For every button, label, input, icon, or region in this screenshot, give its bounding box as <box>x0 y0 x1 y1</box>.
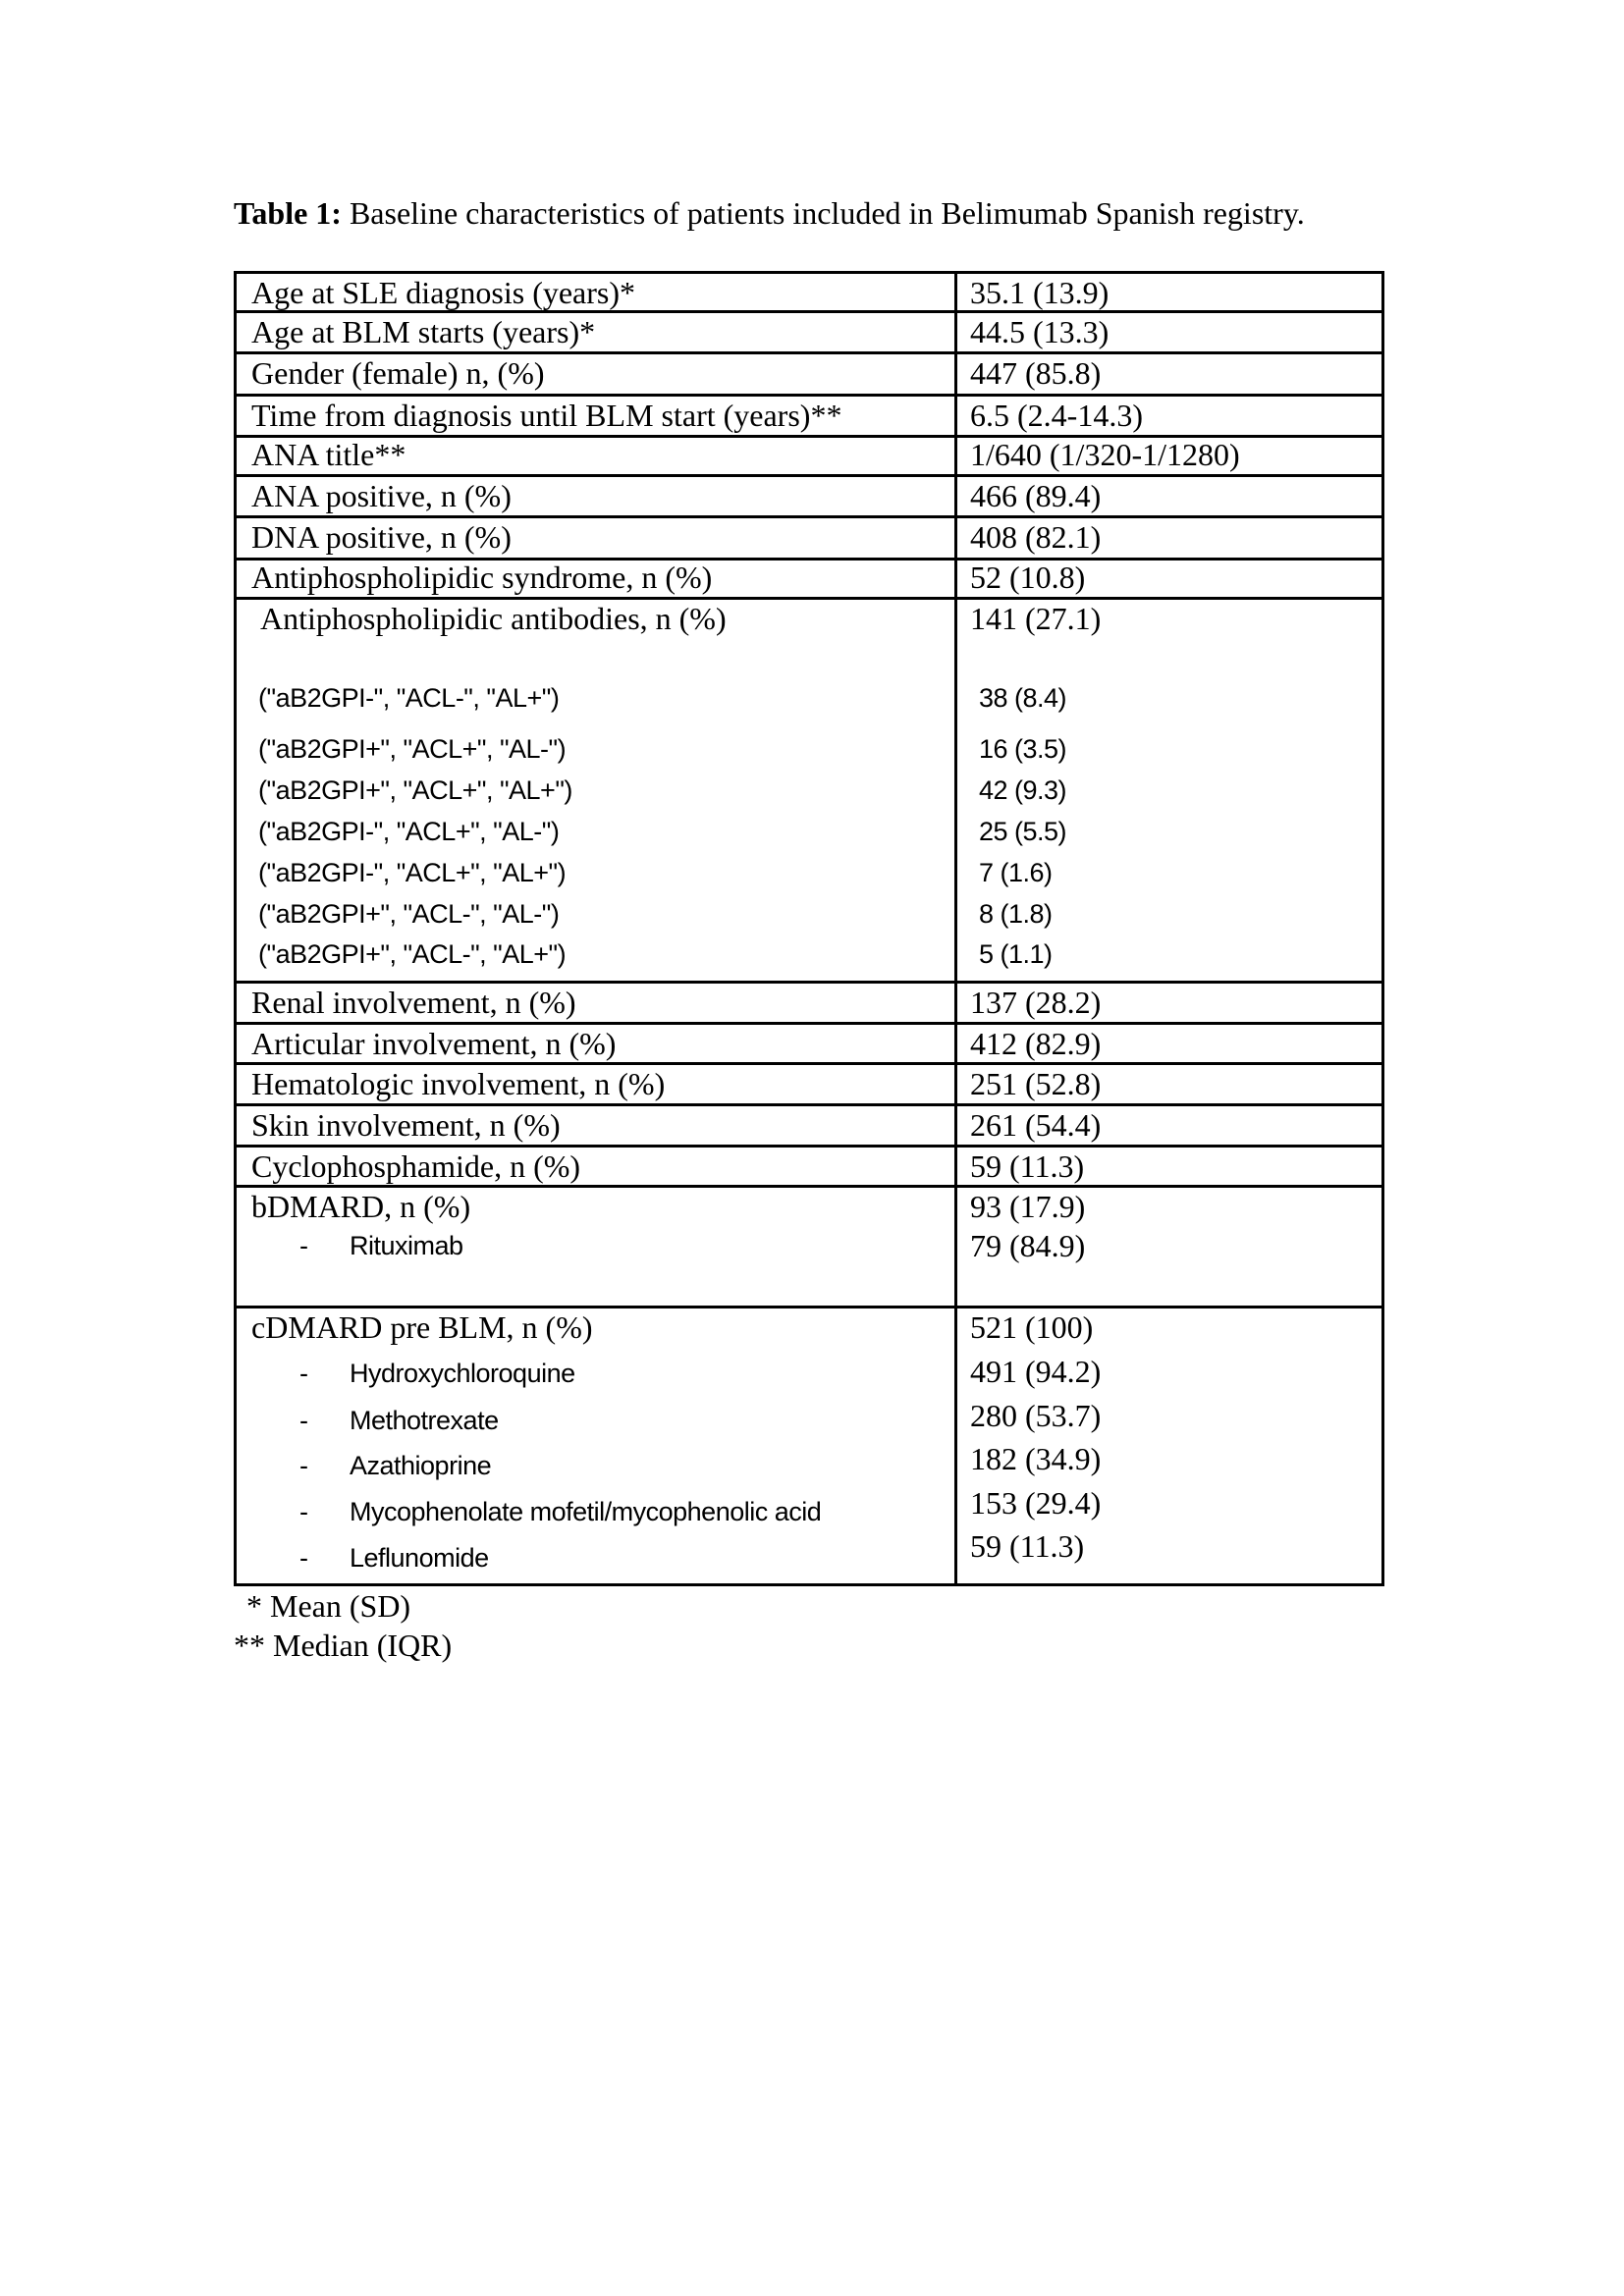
row-label: ANA positive, n (%) <box>251 478 512 513</box>
row-label: Hematologic involvement, n (%) <box>251 1066 666 1101</box>
row-divider <box>234 1145 1384 1148</box>
row-label: Age at BLM starts (years)* <box>251 314 596 349</box>
row-divider <box>234 435 1384 438</box>
row-label: Antiphospholipidic syndrome, n (%) <box>251 560 713 595</box>
row-value: 44.5 (13.3) <box>970 314 1110 349</box>
row-divider <box>234 310 1384 313</box>
subitem-value: 153 (29.4) <box>970 1485 1102 1521</box>
row-value: 466 (89.4) <box>970 478 1102 513</box>
row-value: 52 (10.8) <box>970 560 1086 595</box>
row-label: Skin involvement, n (%) <box>251 1107 561 1143</box>
subitem-value: 16 (3.5) <box>979 734 1067 764</box>
row-label: DNA positive, n (%) <box>251 519 512 555</box>
row-label: Gender (female) n, (%) <box>251 355 545 391</box>
subitem-label: Mycophenolate mofetil/mycophenolic acid <box>350 1497 822 1526</box>
row-value: 35.1 (13.9) <box>970 275 1110 310</box>
row-label: Articular involvement, n (%) <box>251 1026 617 1061</box>
subitem-label: Hydroxychloroquine <box>350 1359 575 1388</box>
row-value: 6.5 (2.4-14.3) <box>970 398 1143 433</box>
row-value: 412 (82.9) <box>970 1026 1102 1061</box>
subitem-value: 59 (11.3) <box>970 1528 1085 1564</box>
bullet-dash: - <box>299 1543 308 1573</box>
subitem-value: 25 (5.5) <box>979 817 1067 846</box>
table-caption: Table 1: Baseline characteristics of pat… <box>234 196 1305 230</box>
row-label: Time from diagnosis until BLM start (yea… <box>251 398 842 433</box>
table-border <box>234 272 237 1586</box>
caption-label: Table 1: <box>234 195 342 231</box>
subitem-value: 280 (53.7) <box>970 1398 1102 1433</box>
row-divider <box>234 597 1384 600</box>
footnote-mean: * Mean (SD) <box>246 1588 411 1624</box>
row-divider <box>234 474 1384 477</box>
subitem-label: Azathioprine <box>350 1451 492 1480</box>
subitem-value: 5 (1.1) <box>979 939 1053 969</box>
table-border <box>1381 272 1384 1586</box>
footnote-median: ** Median (IQR) <box>234 1628 453 1663</box>
row-value: 93 (17.9) <box>970 1189 1086 1224</box>
bullet-dash: - <box>299 1451 308 1480</box>
row-value: 1/640 (1/320-1/1280) <box>970 437 1240 472</box>
row-label: Cyclophosphamide, n (%) <box>251 1148 581 1184</box>
row-label: ANA title** <box>251 437 406 472</box>
row-value: 137 (28.2) <box>970 985 1102 1020</box>
table-border <box>234 1583 1384 1586</box>
row-value: 141 (27.1) <box>970 601 1102 636</box>
row-value: 261 (54.4) <box>970 1107 1102 1143</box>
subitem-label: ("aB2GPI-", "ACL-", "AL+") <box>258 683 560 713</box>
row-divider <box>234 394 1384 397</box>
subitem-label: ("aB2GPI+", "ACL-", "AL-") <box>258 899 560 929</box>
bullet-dash: - <box>299 1406 308 1435</box>
row-value: 521 (100) <box>970 1309 1094 1345</box>
row-divider <box>234 1103 1384 1106</box>
caption-text: Baseline characteristics of patients inc… <box>341 195 1305 231</box>
row-divider <box>234 1062 1384 1065</box>
row-divider <box>234 1185 1384 1188</box>
subitem-value: 79 (84.9) <box>970 1228 1086 1263</box>
row-label: bDMARD, n (%) <box>251 1189 471 1224</box>
row-divider <box>234 1306 1384 1308</box>
row-divider <box>234 1022 1384 1025</box>
row-value: 251 (52.8) <box>970 1066 1102 1101</box>
subitem-label: Rituximab <box>350 1231 463 1260</box>
subitem-label: ("aB2GPI+", "ACL+", "AL-") <box>258 734 567 764</box>
subitem-value: 491 (94.2) <box>970 1354 1102 1389</box>
row-value: 408 (82.1) <box>970 519 1102 555</box>
row-value: 59 (11.3) <box>970 1148 1085 1184</box>
subitem-label: ("aB2GPI+", "ACL-", "AL+") <box>258 939 567 969</box>
subitem-value: 7 (1.6) <box>979 858 1053 887</box>
subitem-value: 182 (34.9) <box>970 1441 1102 1476</box>
subitem-label: Methotrexate <box>350 1406 499 1435</box>
row-label: Antiphospholipidic antibodies, n (%) <box>260 601 727 636</box>
subitem-value: 8 (1.8) <box>979 899 1053 929</box>
column-divider <box>954 272 957 1586</box>
row-label: Renal involvement, n (%) <box>251 985 576 1020</box>
bullet-dash: - <box>299 1231 308 1260</box>
bullet-dash: - <box>299 1359 308 1388</box>
row-label: cDMARD pre BLM, n (%) <box>251 1309 593 1345</box>
subitem-label: ("aB2GPI+", "ACL+", "AL+") <box>258 775 572 805</box>
row-divider <box>234 515 1384 518</box>
row-divider <box>234 981 1384 984</box>
bullet-dash: - <box>299 1497 308 1526</box>
row-divider <box>234 558 1384 561</box>
row-divider <box>234 351 1384 354</box>
row-label: Age at SLE diagnosis (years)* <box>251 275 636 310</box>
subitem-label: ("aB2GPI-", "ACL+", "AL+") <box>258 858 567 887</box>
subitem-label: ("aB2GPI-", "ACL+", "AL-") <box>258 817 560 846</box>
subitem-value: 38 (8.4) <box>979 683 1067 713</box>
row-value: 447 (85.8) <box>970 355 1102 391</box>
subitem-value: 42 (9.3) <box>979 775 1067 805</box>
table-border <box>234 271 1384 274</box>
subitem-label: Leflunomide <box>350 1543 489 1573</box>
